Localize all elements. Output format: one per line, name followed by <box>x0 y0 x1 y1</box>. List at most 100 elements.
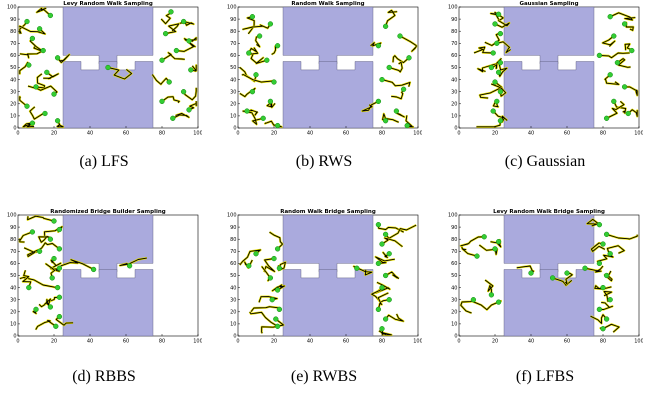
sample-node <box>488 292 495 298</box>
y-tick-label: 30 <box>451 297 457 303</box>
sample-node <box>600 241 606 247</box>
sample-node <box>36 248 43 254</box>
obstacle-region <box>62 6 154 65</box>
walk-path <box>382 252 390 258</box>
walk-path <box>161 96 180 104</box>
sample-node <box>474 253 480 259</box>
walk-path <box>476 120 501 128</box>
sample-node <box>51 91 57 97</box>
walk-path <box>484 279 494 295</box>
y-tick-label: 70 <box>451 249 457 255</box>
walk-path <box>516 265 535 274</box>
sample-node <box>56 246 63 252</box>
walk-path <box>176 40 196 52</box>
sample-node <box>33 84 39 90</box>
walk-path <box>377 224 404 233</box>
sample-node <box>607 297 613 303</box>
sample-node <box>621 21 628 27</box>
y-tick-label: 50 <box>10 273 16 279</box>
walk-path <box>60 259 94 270</box>
walk-path <box>498 63 508 77</box>
caption-b-name: RWS <box>318 153 353 170</box>
walk-path <box>45 263 56 279</box>
caption-e-name: RWBS <box>312 368 358 385</box>
sample-node <box>375 98 382 105</box>
x-tick-label: 20 <box>271 131 277 137</box>
x-tick-label: 100 <box>634 131 643 137</box>
sample-node <box>249 14 256 20</box>
sample-node <box>607 251 613 257</box>
walk-path <box>151 74 170 85</box>
sample-node <box>490 108 496 114</box>
plot-svg-d: Randomized Bridge Builder Sampling 0 20 40 6… <box>7 209 202 345</box>
walk-path <box>261 266 271 282</box>
sample-node <box>162 30 169 37</box>
x-tick-label: 80 <box>159 131 165 137</box>
y-tick-label: 20 <box>451 102 457 108</box>
obstacle-region <box>503 6 595 65</box>
walk-path <box>107 67 133 80</box>
sample-node <box>528 270 534 276</box>
y-tick-label: 20 <box>451 310 457 316</box>
walk-path <box>494 20 510 28</box>
y-tick-label: 60 <box>230 261 236 267</box>
sample-node <box>382 118 389 124</box>
sample-node <box>24 103 30 109</box>
walk-path <box>250 53 267 64</box>
sample-node <box>180 89 187 95</box>
x-tick-label: 20 <box>492 339 498 345</box>
caption-d-name: RBBS <box>94 368 136 385</box>
plot-svg-f: Levy Random Walk Bridge Sampling 0 20 40 60 8… <box>448 209 643 345</box>
x-tick-label: 60 <box>343 131 349 137</box>
plot-svg-b: Random Walk Sampling 0 20 40 60 80 100 0 10 20 30 4… <box>227 1 422 137</box>
y-tick-label: 70 <box>451 41 457 47</box>
y-tick-label: 100 <box>448 213 458 219</box>
y-tick-label: 10 <box>451 322 457 328</box>
walk-path <box>188 101 197 111</box>
walk-path <box>627 109 638 117</box>
sample-node <box>51 218 57 224</box>
x-tick-label: 40 <box>87 339 93 345</box>
sample-node <box>406 55 412 61</box>
x-tick-label: 20 <box>271 339 277 345</box>
y-tick-label: 30 <box>451 89 457 95</box>
caption-d-letter: (d) <box>72 368 91 385</box>
sample-node <box>629 47 635 54</box>
x-tick-label: 40 <box>528 131 534 137</box>
walk-path <box>479 81 503 99</box>
walk-path <box>239 87 256 98</box>
obstacle-region <box>282 6 374 65</box>
sample-node <box>379 326 385 332</box>
sample-node <box>159 98 165 105</box>
x-tick-label: 60 <box>564 339 570 345</box>
walk-path <box>377 292 389 310</box>
sample-node <box>382 316 389 322</box>
caption-d: (d) RBBS <box>6 368 202 386</box>
y-tick-label: 100 <box>227 5 237 11</box>
x-tick-label: 80 <box>379 131 385 137</box>
obstacle-region <box>503 214 595 273</box>
sample-node <box>596 222 603 228</box>
walk-path <box>602 35 616 47</box>
y-tick-label: 80 <box>10 29 16 35</box>
sample-node <box>375 43 382 49</box>
sample-node <box>180 18 187 25</box>
walk-path <box>564 272 573 285</box>
walk-path <box>385 9 398 27</box>
sample-node <box>54 118 61 124</box>
y-tick-label: 60 <box>10 53 16 59</box>
y-tick-label: 100 <box>7 213 17 219</box>
walk-path <box>381 79 411 87</box>
sample-node <box>386 251 392 257</box>
walk-path <box>389 61 403 73</box>
x-tick-label: 20 <box>51 339 57 345</box>
plot-svg-a: Levy Random Walk Sampling 0 20 40 60 80 100 0 10… <box>7 1 202 137</box>
sample-node <box>549 275 556 281</box>
walk-path <box>172 112 190 119</box>
x-tick-label: 100 <box>193 131 202 137</box>
caption-c-letter: (c) <box>504 153 523 170</box>
walk-path <box>44 298 51 308</box>
y-tick-label: 60 <box>230 53 236 59</box>
walk-path <box>391 89 404 100</box>
walk-path <box>399 35 417 52</box>
